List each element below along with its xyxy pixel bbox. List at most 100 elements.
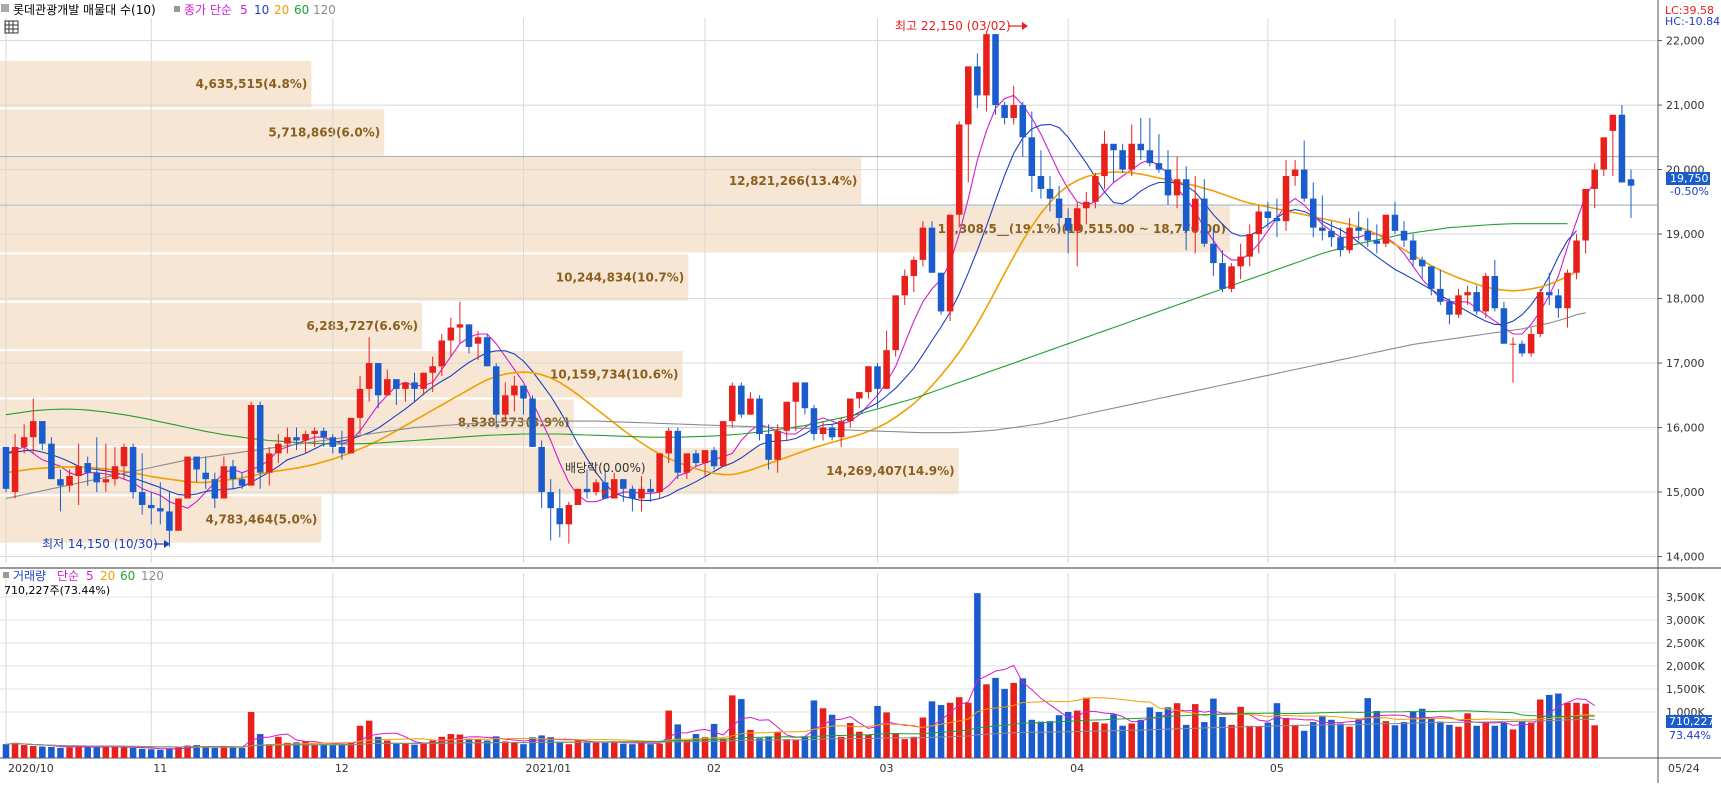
candle[interactable] [1500,301,1508,344]
volume-bar[interactable] [184,745,191,758]
candle[interactable] [547,479,554,541]
candle[interactable] [710,446,718,470]
volume-bar[interactable] [1564,702,1571,758]
candle[interactable] [1600,137,1608,177]
volume-bar[interactable] [1037,721,1045,758]
candle[interactable] [202,456,209,489]
candle[interactable] [801,382,809,415]
candle[interactable] [1473,285,1480,315]
candle[interactable] [1627,169,1635,218]
candle[interactable] [592,479,600,496]
candle[interactable] [238,472,246,489]
candle[interactable] [629,485,636,512]
candle[interactable] [492,363,500,428]
candle[interactable] [420,372,427,396]
candle[interactable] [1046,176,1054,212]
volume-bar[interactable] [719,738,727,758]
candle[interactable] [765,424,772,470]
candle[interactable] [1328,221,1335,247]
candle[interactable] [719,421,727,467]
candle[interactable] [120,443,128,480]
volume-bar[interactable] [329,745,337,758]
candle[interactable] [1228,263,1235,293]
candle[interactable] [184,456,191,499]
candle[interactable] [1546,272,1553,306]
candle[interactable] [774,424,781,473]
candle[interactable] [901,269,909,306]
candle[interactable] [266,446,273,486]
candle[interactable] [1391,201,1399,235]
volume-bar[interactable] [946,702,954,758]
volume-bar[interactable] [66,747,73,758]
candle[interactable] [1037,150,1045,199]
candle[interactable] [311,427,318,447]
candle[interactable] [39,421,46,451]
volume-bar[interactable] [1509,729,1517,758]
volume-bar[interactable] [166,748,173,758]
volume-bar[interactable] [11,742,19,758]
candle[interactable] [1237,243,1244,280]
volume-bar[interactable] [1291,724,1299,758]
candle[interactable] [1255,205,1263,254]
candle[interactable] [1064,208,1072,254]
volume-bar[interactable] [1337,723,1344,758]
candle[interactable] [937,272,945,315]
candle[interactable] [1355,211,1362,241]
volume-bar[interactable] [1446,724,1453,758]
candle[interactable] [2,446,10,493]
candle[interactable] [701,450,709,476]
candle[interactable] [175,498,182,531]
volume-bar[interactable] [1219,717,1226,758]
volume-bar[interactable] [1319,716,1326,758]
volume-bar[interactable] [102,746,110,758]
volume-bar[interactable] [683,740,691,759]
volume-bar[interactable] [1364,698,1371,758]
candle[interactable] [465,324,473,354]
candle[interactable] [1155,134,1163,173]
candle[interactable] [1491,259,1499,312]
candle[interactable] [1055,185,1063,231]
candle[interactable] [756,395,763,441]
candle[interactable] [992,34,999,115]
volume-bar[interactable] [48,746,55,758]
candle[interactable] [57,469,64,512]
volume-bar[interactable] [1282,717,1290,758]
candle[interactable] [1073,201,1081,267]
candle[interactable] [865,366,872,399]
volume-bar[interactable] [692,734,700,758]
volume-bar[interactable] [502,741,509,758]
candle[interactable] [1428,266,1435,296]
candle[interactable] [1210,227,1217,276]
candle[interactable] [1083,192,1090,225]
volume-bar[interactable] [347,742,355,758]
candle[interactable] [647,479,654,502]
candle[interactable] [1573,234,1580,280]
candle[interactable] [347,417,355,454]
volume-bar[interactable] [565,744,573,758]
volume-bar[interactable] [93,747,101,758]
candle[interactable] [220,456,228,499]
volume-bar[interactable] [801,736,809,758]
candle[interactable] [1418,256,1426,280]
volume-bar[interactable] [1155,711,1163,758]
volume-bar[interactable] [1437,721,1444,758]
volume-bar[interactable] [1046,721,1054,758]
volume-bar[interactable] [1591,725,1598,758]
candle[interactable] [656,453,663,499]
candle[interactable] [1482,272,1490,318]
candle[interactable] [1137,117,1145,160]
candle[interactable] [275,434,282,464]
candle[interactable] [565,501,573,544]
volume-bar[interactable] [474,739,482,758]
volume-bar[interactable] [847,723,854,758]
volume-bar[interactable] [1309,722,1317,758]
candle[interactable] [965,66,972,183]
candle[interactable] [1536,288,1544,338]
candle[interactable] [1001,101,1008,125]
volume-bar[interactable] [1119,725,1126,758]
candle[interactable] [919,221,927,267]
volume-bar[interactable] [1473,725,1480,758]
volume-bar[interactable] [928,701,936,758]
candle[interactable] [456,301,464,344]
volume-bar[interactable] [311,744,318,758]
